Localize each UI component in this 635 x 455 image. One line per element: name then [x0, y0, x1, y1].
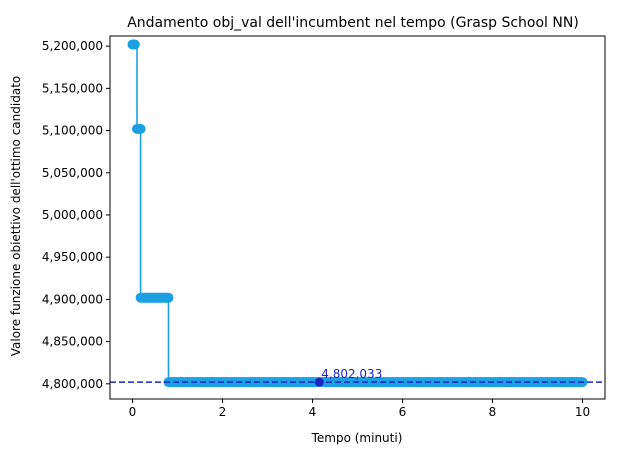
series-line	[127, 39, 588, 388]
x-axis: 0 2 4 6 8 10	[129, 399, 590, 419]
y-tick-label: 5,000,000	[42, 208, 103, 222]
y-tick-label: 4,800,000	[42, 377, 103, 391]
y-axis: 4,800,000 4,850,000 4,900,000 4,950,000 5,00…	[42, 39, 110, 391]
chart-title: Andamento obj_val dell'incumbent nel tem…	[127, 15, 579, 31]
x-tick-label: 4	[309, 405, 317, 419]
y-tick-label: 5,200,000	[42, 39, 103, 53]
y-tick-label: 4,900,000	[42, 292, 103, 306]
x-tick-label: 10	[575, 405, 590, 419]
best-point-marker	[314, 377, 324, 387]
x-tick-label: 6	[399, 405, 407, 419]
x-tick-label: 0	[129, 405, 137, 419]
y-tick-label: 4,950,000	[42, 250, 103, 264]
axes-frame	[109, 35, 606, 400]
y-tick-label: 5,050,000	[42, 166, 103, 180]
y-axis-label: Valore funzione obiettivo dell'ottimo ca…	[9, 76, 23, 357]
y-tick-label: 4,850,000	[42, 335, 103, 349]
best-point-label: 4,802,033	[321, 367, 382, 381]
x-tick-label: 8	[489, 405, 497, 419]
x-axis-label: Tempo (minuti)	[311, 431, 403, 445]
y-tick-label: 5,100,000	[42, 124, 103, 138]
y-tick-label: 5,150,000	[42, 81, 103, 95]
x-tick-label: 2	[219, 405, 227, 419]
series-step-path	[132, 43, 583, 383]
plot-area: 4,802,033	[110, 39, 605, 388]
